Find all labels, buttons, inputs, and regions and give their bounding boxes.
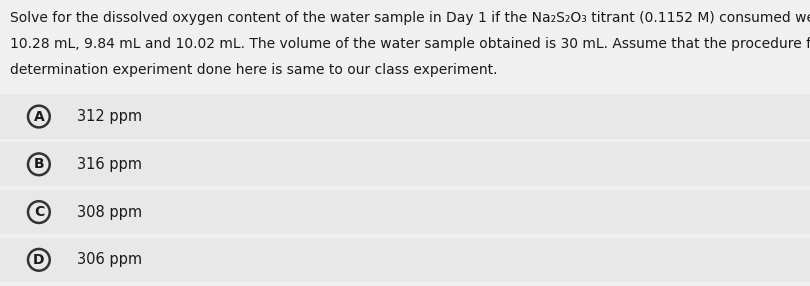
Ellipse shape bbox=[28, 249, 49, 271]
Text: determination experiment done here is same to our class experiment.: determination experiment done here is sa… bbox=[10, 63, 497, 77]
Text: 10.28 mL, 9.84 mL and 10.02 mL. The volume of the water sample obtained is 30 mL: 10.28 mL, 9.84 mL and 10.02 mL. The volu… bbox=[10, 37, 810, 51]
Text: 316 ppm: 316 ppm bbox=[77, 157, 142, 172]
Bar bbox=[0, 186, 810, 190]
Text: B: B bbox=[33, 157, 45, 171]
Bar bbox=[0, 139, 810, 142]
Text: A: A bbox=[33, 110, 45, 124]
Text: C: C bbox=[34, 205, 44, 219]
Text: Solve for the dissolved oxygen content of the water sample in Day 1 if the Na₂S₂: Solve for the dissolved oxygen content o… bbox=[10, 11, 810, 25]
Ellipse shape bbox=[28, 201, 49, 223]
Ellipse shape bbox=[28, 106, 49, 127]
Text: D: D bbox=[33, 253, 45, 267]
Text: 306 ppm: 306 ppm bbox=[77, 252, 142, 267]
Bar bbox=[0, 94, 810, 139]
Bar bbox=[0, 142, 810, 186]
Bar bbox=[0, 282, 810, 285]
Text: 312 ppm: 312 ppm bbox=[77, 109, 142, 124]
Bar bbox=[0, 238, 810, 282]
Ellipse shape bbox=[28, 153, 49, 175]
Bar bbox=[0, 234, 810, 238]
Bar bbox=[0, 190, 810, 234]
Text: 308 ppm: 308 ppm bbox=[77, 204, 142, 220]
